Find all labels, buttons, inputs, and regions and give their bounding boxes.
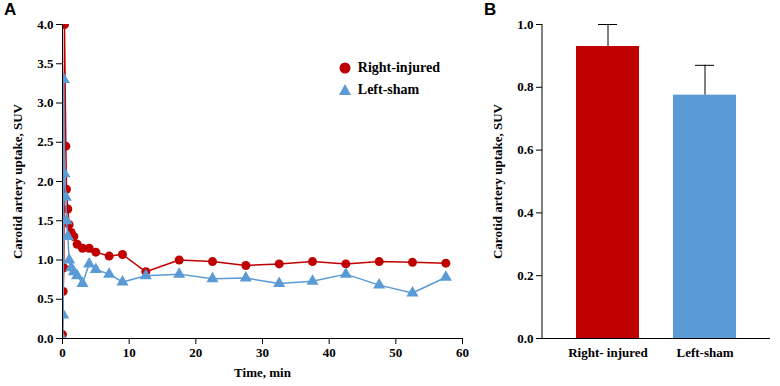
- svg-text:0.2: 0.2: [517, 268, 533, 283]
- html-text:Left-sham: Left-sham: [357, 82, 420, 97]
- svg-text:50: 50: [389, 345, 402, 360]
- svg-text:1.5: 1.5: [37, 213, 54, 228]
- svg-text:1.0: 1.0: [517, 17, 533, 32]
- svg-text:0.8: 0.8: [517, 79, 534, 94]
- svg-text:0.4: 0.4: [517, 205, 534, 220]
- svg-text:20: 20: [189, 345, 202, 360]
- svg-text:Left-sham: Left-sham: [676, 345, 733, 360]
- svg-text:3.0: 3.0: [37, 95, 53, 110]
- svg-text:10: 10: [123, 345, 136, 360]
- svg-text:60: 60: [456, 345, 469, 360]
- svg-text:2.0: 2.0: [37, 174, 53, 189]
- svg-text:4.0: 4.0: [37, 17, 53, 32]
- svg-text:Carotid artery uptake, SUV: Carotid artery uptake, SUV: [490, 103, 505, 259]
- svg-text:Right- injured: Right- injured: [568, 345, 648, 360]
- svg-text:0.0: 0.0: [517, 331, 533, 346]
- html-text:Right-injured: Right-injured: [357, 60, 440, 75]
- svg-text:30: 30: [256, 345, 269, 360]
- svg-text:Carotid artery uptake, SUV: Carotid artery uptake, SUV: [10, 103, 25, 259]
- svg-text:1.0: 1.0: [37, 252, 53, 267]
- html-text:A: A: [4, 0, 17, 19]
- svg-text:3.5: 3.5: [37, 56, 54, 71]
- svg-text:0: 0: [59, 345, 66, 360]
- html-text:B: B: [484, 0, 497, 19]
- svg-text:0.5: 0.5: [37, 291, 54, 306]
- svg-text:Time, min: Time, min: [234, 365, 292, 380]
- svg-text:2.5: 2.5: [37, 134, 54, 149]
- svg-text:0.0: 0.0: [37, 331, 53, 346]
- svg-text:0.6: 0.6: [517, 142, 534, 157]
- svg-text:40: 40: [323, 345, 336, 360]
